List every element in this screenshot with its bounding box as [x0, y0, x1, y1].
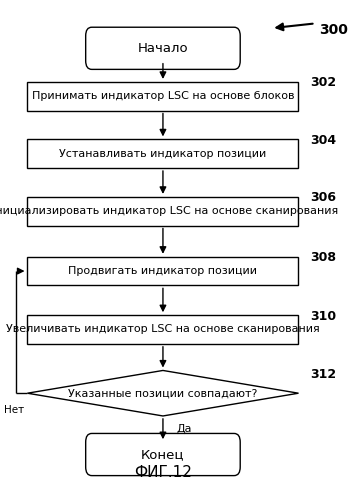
Text: Инициализировать индикатор LSC на основе сканирования: Инициализировать индикатор LSC на основе…	[0, 206, 339, 216]
Bar	[28, 139, 299, 168]
Text: Продвигать индикатор позиции: Продвигать индикатор позиции	[68, 266, 257, 276]
Text: Указанные позиции совпадают?: Указанные позиции совпадают?	[68, 388, 258, 398]
Bar	[28, 82, 299, 111]
Text: Устанавливать индикатор позиции: Устанавливать индикатор позиции	[59, 149, 267, 159]
Text: Да: Да	[176, 424, 192, 434]
Text: 300: 300	[319, 23, 348, 37]
Text: 304: 304	[310, 134, 336, 147]
Text: Нет: Нет	[4, 405, 24, 415]
Bar	[28, 197, 299, 226]
Text: Начало: Начало	[138, 42, 188, 55]
Text: ФИГ.12: ФИГ.12	[134, 466, 192, 481]
Text: 312: 312	[310, 368, 336, 381]
Text: Принимать индикатор LSC на основе блоков: Принимать индикатор LSC на основе блоков	[32, 91, 294, 101]
FancyBboxPatch shape	[86, 434, 240, 476]
Text: Увеличивать индикатор LSC на основе сканирования: Увеличивать индикатор LSC на основе скан…	[6, 324, 320, 334]
Polygon shape	[28, 370, 299, 416]
Text: 302: 302	[310, 76, 336, 89]
Bar	[28, 256, 299, 285]
Text: 306: 306	[310, 191, 336, 204]
FancyBboxPatch shape	[86, 27, 240, 69]
Text: 310: 310	[310, 309, 336, 322]
Text: 308: 308	[310, 250, 336, 263]
Text: Конец: Конец	[141, 448, 185, 461]
Bar	[28, 315, 299, 344]
